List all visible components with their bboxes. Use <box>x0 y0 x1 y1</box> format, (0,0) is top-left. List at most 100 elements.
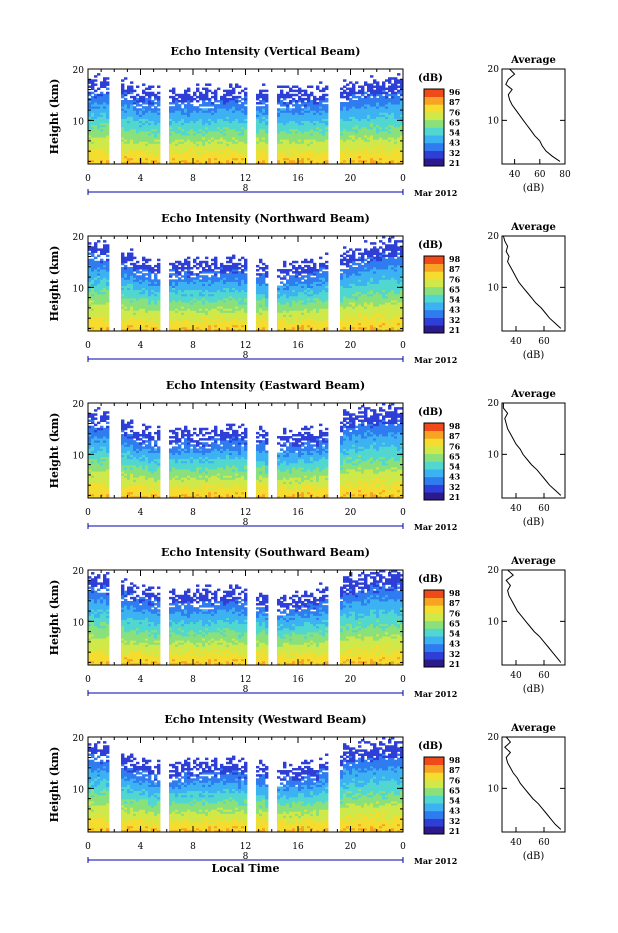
heatmap-cell <box>346 92 349 94</box>
heatmap-cell <box>388 77 391 79</box>
heatmap-cell <box>145 273 148 275</box>
heatmap-cell <box>283 108 286 110</box>
day-label: 8 <box>243 184 249 194</box>
heatmap-cell <box>277 286 280 288</box>
heatmap-cell <box>124 265 127 267</box>
x-tick-label: 0 <box>85 174 91 184</box>
heatmap-cell <box>211 269 214 271</box>
heatmap-cell <box>100 81 103 83</box>
heatmap-cell <box>277 86 280 88</box>
heatmap-cell <box>349 88 352 90</box>
heatmap-cell <box>292 86 295 88</box>
heatmap-cell <box>370 83 373 85</box>
heatmap-cell <box>238 267 241 269</box>
heatmap-cell <box>325 94 328 96</box>
heatmap-cell <box>133 257 136 259</box>
heatmap-cell <box>244 273 247 275</box>
heatmap-cell <box>286 279 289 281</box>
heatmap-cell <box>364 92 367 94</box>
heatmap-cell <box>88 259 91 261</box>
heatmap-cell <box>397 86 400 88</box>
panel-title: Echo Intensity (Northward Beam) <box>161 212 370 225</box>
heatmap-cell <box>169 273 172 275</box>
heatmap-cell <box>322 88 325 90</box>
heatmap-cell <box>205 83 208 85</box>
heatmap-cell <box>391 77 394 79</box>
heatmap-cell <box>259 267 262 269</box>
heatmap-cell <box>355 96 358 98</box>
heatmap-cell <box>307 94 310 96</box>
heatmap-cell <box>94 261 97 263</box>
heatmap-cell <box>157 259 160 261</box>
colorbar-swatch <box>424 104 444 112</box>
heatmap-cell <box>106 92 109 94</box>
heatmap-cell <box>235 263 238 265</box>
heatmap-cell <box>157 263 160 265</box>
heatmap-cell <box>397 73 400 75</box>
heatmap-cell <box>175 94 178 96</box>
heatmap-cell <box>214 90 217 92</box>
heatmap-cell <box>319 90 322 92</box>
heatmap-cell <box>196 96 199 98</box>
heatmap-cell <box>184 259 187 261</box>
heatmap-cell <box>256 273 259 275</box>
heatmap-cell <box>259 100 262 102</box>
heatmap-cell <box>145 106 148 108</box>
heatmap-cell <box>277 269 280 271</box>
heatmap-cell <box>301 90 304 92</box>
heatmap-cell <box>103 261 106 263</box>
heatmap-cell <box>139 271 142 273</box>
heatmap-cell <box>220 263 223 265</box>
heatmap <box>88 236 403 331</box>
heatmap-cell <box>205 275 208 277</box>
heatmap-cell <box>181 108 184 110</box>
heatmap-cell <box>124 90 127 92</box>
heatmap-cell <box>265 90 268 92</box>
heatmap-cell <box>136 86 139 88</box>
heatmap-cell <box>151 100 154 102</box>
heatmap-cell <box>151 279 154 281</box>
heatmap-cell <box>172 106 175 108</box>
heatmap-cell <box>280 108 283 110</box>
heatmap-cell <box>154 106 157 108</box>
heatmap-cell <box>148 92 151 94</box>
avg-x-tick-label: 40 <box>509 170 521 180</box>
heatmap-cell <box>394 77 397 79</box>
heatmap-cell <box>229 257 232 259</box>
heatmap-cell <box>349 98 352 100</box>
heatmap-cell <box>103 94 106 96</box>
heatmap-cell <box>205 269 208 271</box>
heatmap-cell <box>130 263 133 265</box>
colorbar-tick-label: 21 <box>449 158 460 168</box>
colorbar-swatch <box>424 158 444 166</box>
heatmap-cell <box>193 259 196 261</box>
heatmap-cell <box>142 90 145 92</box>
heatmap-cell <box>94 90 97 92</box>
heatmap-cell <box>214 257 217 259</box>
heatmap-cell <box>130 96 133 98</box>
heatmap-cell <box>199 104 202 106</box>
heatmap-cell <box>121 83 124 85</box>
heatmap-cell <box>178 94 181 96</box>
heatmap-cell <box>124 98 127 100</box>
heatmap-cell <box>193 277 196 279</box>
heatmap-cell <box>313 96 316 98</box>
heatmap-cell <box>190 271 193 273</box>
heatmap-cell <box>211 102 214 104</box>
avg-x-tick-label: 80 <box>559 170 571 180</box>
heatmap-cell <box>94 94 97 96</box>
heatmap-cell <box>142 273 145 275</box>
heatmap-cell <box>388 86 391 88</box>
heatmap-cell <box>136 261 139 263</box>
panel-0: Echo Intensity (Vertical Beam)2010Height… <box>48 45 571 198</box>
heatmap-cell <box>376 81 379 83</box>
heatmap-cell <box>397 79 400 81</box>
heatmap-cell <box>217 104 220 106</box>
heatmap-cell <box>286 269 289 271</box>
heatmap-cell <box>208 98 211 100</box>
heatmap-cell <box>127 253 130 255</box>
heatmap-cell <box>295 86 298 88</box>
heatmap-cell <box>172 279 175 281</box>
x-tick-label: 0 <box>400 174 406 184</box>
